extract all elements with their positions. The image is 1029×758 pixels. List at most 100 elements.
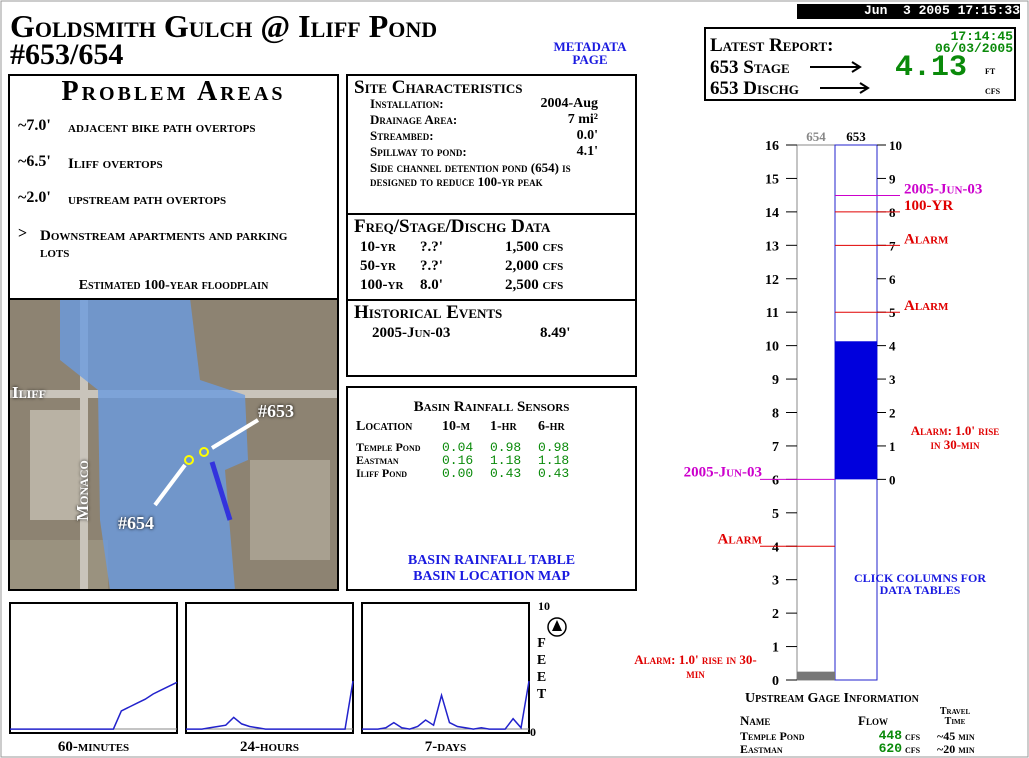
rain-value: 0.00 [442,467,473,480]
stage-654 [797,672,835,680]
rain-location: Iliff Pond [356,467,407,479]
freq-cell: ?.?' [420,259,443,274]
tick-label: 10 [889,138,902,153]
tick-label: 11 [766,306,779,321]
mini-chart-label: 7-days [362,740,529,755]
map-label: Monaco [74,460,91,521]
historical-date: 2005-Jun-03 [372,326,450,341]
tick-label: 12 [765,273,779,288]
freq-cell: 1,500 cfs [505,240,563,255]
marker-label: 100-YR [904,198,953,214]
alarm-note: Alarm: 1.0' rise in 30-min [905,424,1005,451]
site-label: Installation: [370,97,444,110]
stage-653 [835,341,877,479]
freq-cell: 2,000 cfs [505,259,563,274]
problem-level: ~2.0' [18,190,51,206]
location-link[interactable]: BASIN LOCATION MAP [346,570,637,584]
site-note: Side channel detention pond (654) is des… [370,161,620,188]
tick-label: 9 [772,373,779,388]
rain-location: Eastman [356,454,399,466]
tick-label: 15 [765,172,779,187]
tick-label: 3 [889,372,896,387]
mini-chart[interactable] [362,603,529,733]
rain-header: 10-m [442,420,470,434]
freq-cell: 2,500 cfs [505,278,563,293]
freq-title: Freq/Stage/Dischg Data [354,217,550,236]
mini-chart-label: 60-minutes [10,740,177,755]
problem-text: Iliff overtops [68,156,318,173]
problem-level: ~6.5' [18,154,51,170]
stage-unit: ft [985,66,995,77]
mini-chart-label: 24-hours [186,740,353,755]
column-label: 653 [846,129,866,144]
report-label: Latest Report: [710,36,833,55]
rain-header: 6-hr [538,420,565,434]
tick-label: 7 [772,440,779,455]
discharge-unit: cfs [985,86,1000,97]
rainfall-link[interactable]: BASIN RAINFALL TABLE [346,554,637,568]
upstream-title: Upstream Gage Information [745,692,919,706]
problem-text: adjacent bike path overtops [68,120,318,137]
upstream-flow: 620 [879,742,902,755]
rain-header: Location [356,420,412,434]
tick-label: 5 [772,507,779,522]
subtitle: #653/654 [10,40,123,70]
mini-tick: 10 [538,600,550,612]
site-label: Spillway to pond: [370,145,467,158]
upstream-time: ~45 min [937,730,975,742]
map-label: #653 [258,402,294,420]
stage-label: 653 Stage [710,58,790,77]
freq-cell: ?.?' [420,240,443,255]
problem-level: > [18,226,27,242]
upstream-name: Temple Pond [740,730,805,742]
stage-value: 4.13 [895,53,967,83]
tick-label: 3 [772,574,779,589]
rain-value: 0.43 [490,467,521,480]
site-value: 7 mi² [568,113,598,127]
freq-cell: 100-yr [360,278,403,293]
map-label: Iliff [12,384,46,401]
freq-cell: 8.0' [420,278,443,293]
mini-chart[interactable] [10,603,177,733]
historical-value: 8.49' [540,326,570,341]
marker-label: Alarm [718,531,763,547]
tick-label: 16 [765,139,779,154]
tick-label: 0 [889,472,896,487]
tick-label: 10 [765,340,779,355]
tick-label: 4 [772,540,779,555]
tick-label: 6 [889,272,896,287]
upstream-header: Name [740,714,770,727]
metadata-link[interactable]: METADATA PAGE [540,40,640,66]
timestamp: Jun 3 2005 17:15:33 [797,4,1020,19]
map-caption: Estimated 100-year floodplain [8,279,339,293]
problem-title: Problem Areas [8,78,339,106]
freq-cell: 10-yr [360,240,396,255]
tick-label: 9 [889,171,896,186]
column-label: 654 [806,129,826,144]
mini-chart[interactable] [186,603,353,733]
tick-label: 4 [889,339,896,354]
tick-label: 8 [772,407,779,422]
tick-label: 14 [765,206,779,221]
problem-text: Downstream apartments and parking lots [40,228,310,261]
historical-title: Historical Events [354,303,502,322]
tick-label: 1 [889,439,896,454]
upstream-name: Eastman [740,743,783,755]
site-title: Site Characteristics [354,78,522,97]
marker-label: Alarm [904,231,949,247]
tick-label: 13 [765,239,779,254]
mini-tick: 0 [530,726,536,738]
column-654[interactable] [797,145,835,680]
alarm-note: Alarm: 1.0' rise in 30-min [628,653,763,680]
marker-label: 2005-Jun-03 [904,181,982,197]
marker-label: Alarm [904,298,949,314]
rain-value: 0.43 [538,467,569,480]
discharge-label: 653 Dischg [710,79,799,98]
tick-label: 2 [772,607,779,622]
site-label: Streambed: [370,129,434,142]
site-value: 2004-Aug [540,97,598,111]
upstream-header: Flow [858,714,888,727]
tick-label: 0 [772,674,779,689]
site-value: 0.0' [577,129,598,143]
page: 6546530123456789101112131415160123456789… [0,0,1029,758]
